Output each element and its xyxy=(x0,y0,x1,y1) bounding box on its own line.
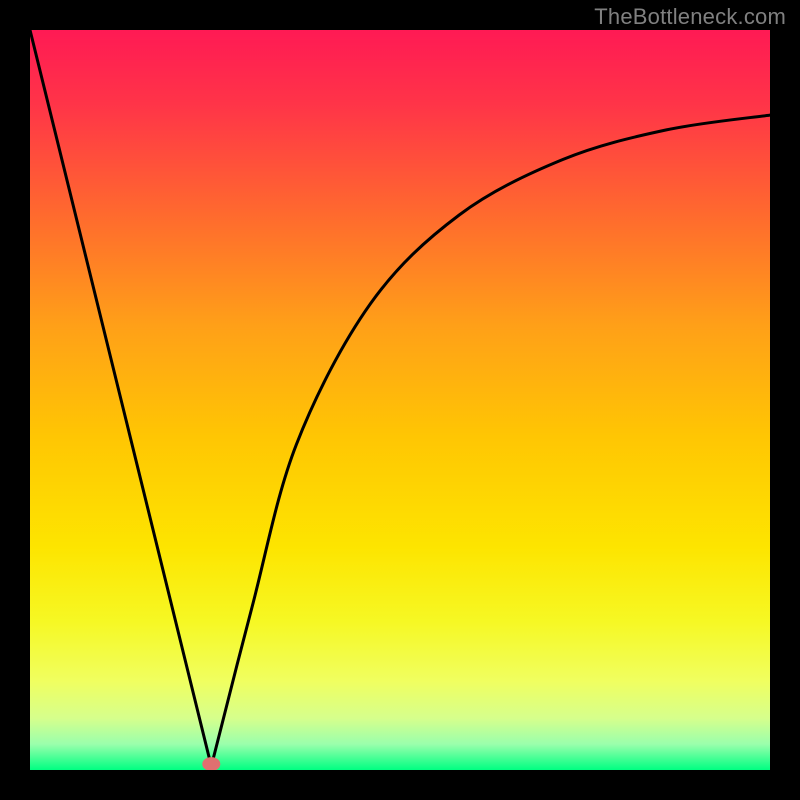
background-gradient xyxy=(30,30,770,770)
chart-container: TheBottleneck.com xyxy=(0,0,800,800)
plot-area xyxy=(30,30,770,770)
watermark-text: TheBottleneck.com xyxy=(594,4,786,30)
